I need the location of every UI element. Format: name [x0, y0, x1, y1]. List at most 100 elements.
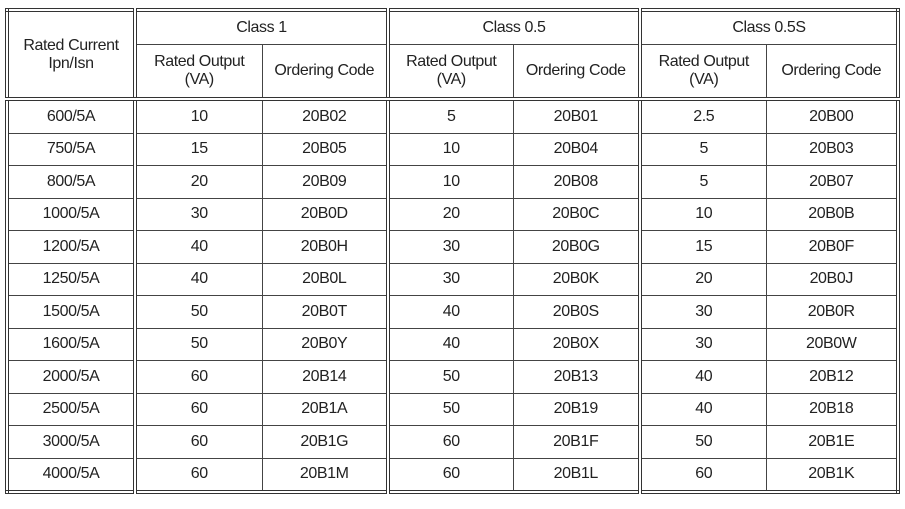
table-cell: 20B13: [512, 360, 641, 394]
table-cell: 50: [638, 425, 767, 459]
table-cell: 60: [133, 392, 263, 426]
header-row: Rated Output (VA) Ordering Code Rated Outpu…: [7, 44, 899, 101]
table-cell: 4000/5A: [6, 457, 136, 493]
table-cell: 60: [133, 360, 263, 394]
table-cell: 40: [638, 360, 767, 394]
table-cell: 20B0K: [512, 262, 641, 296]
table-cell: 20B0S: [512, 295, 641, 329]
table-cell: 60: [386, 425, 514, 459]
table-cell: 20B00: [765, 98, 899, 134]
table-cell: 15: [133, 132, 263, 166]
cell-line: Rated Output: [154, 53, 245, 70]
table-row: 2000/5A 60 20B14 50 20B13 40 20B12: [6, 360, 899, 394]
table-cell: 20B0J: [765, 262, 899, 296]
class-header: Class 0.5: [385, 9, 641, 45]
table-cell: 2500/5A: [6, 392, 136, 426]
table-cell: 20B14: [261, 360, 389, 394]
ordering-table: Rated Current Ipn/Isn Class 1 Class 0.5 Clas…: [5, 8, 900, 494]
table-cell: 20B0T: [261, 295, 389, 329]
table-cell: 1500/5A: [6, 295, 136, 329]
class-header: Class 1: [133, 9, 389, 45]
header-cell: Rated Current Ipn/Isn: [6, 9, 136, 101]
table-cell: 30: [638, 295, 767, 329]
table-cell: 20B0D: [261, 197, 389, 231]
table-cell: 20B18: [765, 392, 899, 426]
table-cell: 20B1F: [512, 425, 641, 459]
table-cell: 20B03: [765, 132, 899, 166]
table-cell: 2000/5A: [6, 360, 136, 394]
table-cell: 20B1G: [261, 425, 389, 459]
table-cell: 20B19: [512, 392, 641, 426]
table-cell: 50: [386, 392, 514, 426]
table-cell: 20B08: [512, 165, 641, 199]
cell-line: Rated Current: [23, 36, 119, 54]
table-cell: 20: [638, 262, 767, 296]
table-row: 3000/5A 60 20B1G 60 20B1F 50 20B1E: [6, 425, 899, 459]
table-row: 1200/5A 40 20B0H 30 20B0G 15 20B0F: [6, 230, 899, 264]
table-cell: 40: [133, 262, 263, 296]
table-cell: 20B1L: [512, 457, 641, 493]
table-row: 600/5A 10 20B02 5 20B01 2.5 20B00: [6, 98, 899, 134]
header-row: Rated Current Ipn/Isn Class 1 Class 0.5 Clas…: [6, 9, 899, 101]
cell-line: Ipn/Isn: [48, 54, 94, 72]
column-header: Rated Output (VA): [386, 44, 514, 101]
table-cell: 50: [133, 327, 263, 361]
table-cell: 15: [638, 230, 767, 264]
table-cell: 750/5A: [6, 132, 136, 166]
table-cell: 600/5A: [6, 98, 136, 134]
table-cell: 20B09: [261, 165, 389, 199]
table-cell: 20B1A: [261, 392, 389, 426]
table-cell: 20B0B: [765, 197, 899, 231]
table-cell: 60: [133, 457, 263, 493]
table-cell: 1000/5A: [6, 197, 136, 231]
table-cell: 2.5: [638, 98, 767, 134]
table-cell: 20B12: [765, 360, 899, 394]
table-body: 600/5A 10 20B02 5 20B01 2.5 20B00 750/5A 15 20B05…: [6, 98, 899, 493]
table-cell: 3000/5A: [6, 425, 136, 459]
table-cell: 20B0H: [261, 230, 389, 264]
column-header: Ordering Code: [512, 44, 641, 101]
table-row: 1250/5A 40 20B0L 30 20B0K 20 20B0J: [6, 262, 899, 296]
table-row: 1500/5A 50 20B0T 40 20B0S 30 20B0R: [6, 295, 899, 329]
table-cell: 40: [386, 327, 514, 361]
table-cell: 1250/5A: [6, 262, 136, 296]
table-cell: 1600/5A: [6, 327, 136, 361]
table-cell: 20B02: [261, 98, 389, 134]
table-cell: 10: [386, 132, 514, 166]
table-cell: 30: [386, 230, 514, 264]
column-header: Ordering Code: [261, 44, 389, 101]
table-cell: 800/5A: [6, 165, 136, 199]
table-cell: 40: [133, 230, 263, 264]
cell-line: (VA): [689, 71, 719, 88]
table-cell: 20B01: [512, 98, 641, 134]
table-cell: 20B0F: [765, 230, 899, 264]
table-cell: 20B0W: [765, 327, 899, 361]
table-cell: 20B0X: [512, 327, 641, 361]
table-cell: 60: [133, 425, 263, 459]
table-cell: 20B0C: [512, 197, 641, 231]
table-cell: 40: [638, 392, 767, 426]
cell-line: Rated Output: [406, 53, 497, 70]
table-cell: 20B04: [512, 132, 641, 166]
table-cell: 20B0L: [261, 262, 389, 296]
table-cell: 20B05: [261, 132, 389, 166]
table-cell: 20: [133, 165, 263, 199]
table-row: 800/5A 20 20B09 10 20B08 5 20B07: [6, 165, 899, 199]
class-header: Class 0.5S: [638, 9, 899, 45]
table-cell: 20B0R: [765, 295, 899, 329]
table-cell: 20B1M: [261, 457, 389, 493]
table-cell: 20B1K: [765, 457, 899, 493]
table-cell: 5: [638, 165, 767, 199]
table-cell: 1200/5A: [6, 230, 136, 264]
table-cell: 10: [386, 165, 514, 199]
cell-line: (VA): [436, 71, 467, 88]
table-cell: 5: [638, 132, 767, 166]
table-cell: 30: [133, 197, 263, 231]
table-cell: 20B07: [765, 165, 899, 199]
table-header: Rated Current Ipn/Isn Class 1 Class 0.5 Clas…: [6, 9, 899, 101]
table-row: 1000/5A 30 20B0D 20 20B0C 10 20B0B: [6, 197, 899, 231]
column-header: Ordering Code: [765, 44, 899, 101]
table-row: 750/5A 15 20B05 10 20B04 5 20B03: [6, 132, 899, 166]
table-cell: 60: [386, 457, 514, 493]
table-cell: 50: [133, 295, 263, 329]
